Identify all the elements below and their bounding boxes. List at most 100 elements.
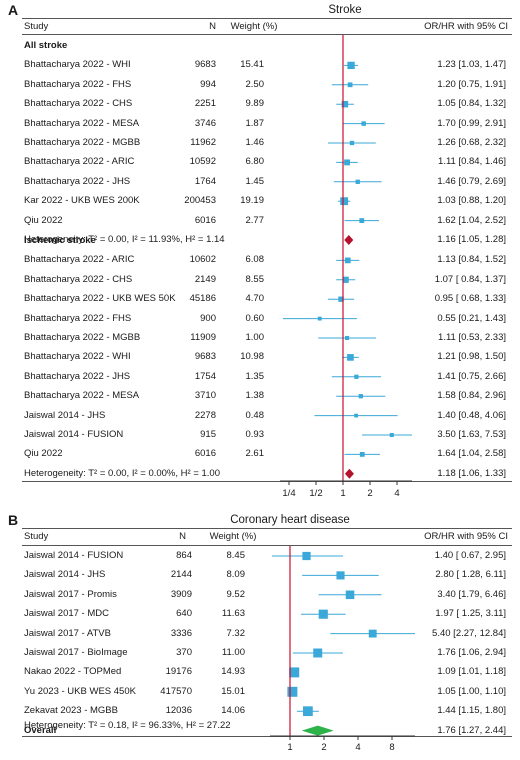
x-axis-tick-label: 4 xyxy=(355,742,361,753)
study-label: Bhattacharya 2022 - FHS xyxy=(24,312,132,324)
study-label: Bhattacharya 2022 - WHI xyxy=(24,59,131,71)
estimate-marker xyxy=(341,100,349,108)
pooled-diamond xyxy=(344,468,354,479)
panel-a-header-n: N xyxy=(209,21,216,32)
sample-size: 370 xyxy=(176,647,192,658)
x-axis-tick-label: 2 xyxy=(367,488,373,499)
estimate-marker xyxy=(354,374,359,379)
effect-ci-text: 1.21 [0.98, 1.50] xyxy=(437,351,506,363)
effect-ci-text: 5.40 [2.27, 12.84] xyxy=(432,627,506,639)
study-label: Yu 2023 - UKB WES 450K xyxy=(24,685,136,697)
effect-ci-text: 1.97 [ 1.25, 3.11] xyxy=(435,608,506,620)
sample-size: 11962 xyxy=(190,137,216,148)
weight-value: 2.77 xyxy=(245,214,265,226)
estimate-marker xyxy=(289,667,300,678)
panel-a-header-study: Study xyxy=(24,21,49,32)
sample-size: 900 xyxy=(200,312,216,324)
study-label: Jaiswal 2014 - FUSION xyxy=(24,429,124,440)
panel-b-top-rule xyxy=(22,528,512,529)
study-label: Bhattacharya 2022 - MGBB xyxy=(24,332,141,343)
study-label: Jaiswal 2014 - FUSION xyxy=(24,550,124,561)
sample-size: 864 xyxy=(176,550,192,561)
effect-ci-text: 0.95 [ 0.68, 1.33] xyxy=(434,293,506,305)
weight-value: 2.50 xyxy=(245,78,265,90)
effect-ci-text: 1.05 [1.00, 1.10] xyxy=(437,685,506,697)
effect-ci-text: 1.44 [1.15, 1.80] xyxy=(437,705,506,717)
pooled-diamond xyxy=(301,725,334,736)
pooled-ci-text: 1.76 [1.27, 2.44] xyxy=(437,724,506,736)
estimate-marker xyxy=(354,413,358,418)
study-label: Kar 2022 - UKB WES 200K xyxy=(24,195,140,207)
weight-value: 19.19 xyxy=(240,195,264,207)
study-label: Jaiswal 2017 - BioImage xyxy=(24,647,128,658)
weight-value: 1.00 xyxy=(245,332,265,343)
panel-b-header-effect: OR/HR with 95% CI xyxy=(424,531,508,542)
sample-size: 640 xyxy=(176,608,192,620)
panel-b-bottom-rule xyxy=(22,736,512,737)
estimate-marker xyxy=(344,257,351,264)
effect-ci-text: 1.46 [0.79, 2.69] xyxy=(437,175,506,187)
effect-ci-text: 1.58 [0.84, 2.96] xyxy=(437,390,506,402)
panel-b-header-study: Study xyxy=(24,531,49,542)
weight-value: 14.06 xyxy=(221,705,245,717)
estimate-marker xyxy=(302,551,311,561)
study-label: Zekavat 2023 - MGBB xyxy=(24,705,118,717)
effect-ci-text: 1.41 [0.75, 2.66] xyxy=(437,370,506,382)
study-label: Bhattacharya 2022 - FHS xyxy=(24,78,132,90)
sample-size: 1764 xyxy=(194,175,216,187)
weight-value: 7.32 xyxy=(226,627,246,639)
sample-size: 2149 xyxy=(194,273,216,285)
study-label: Jaiswal 2017 - ATVB xyxy=(24,627,111,639)
panel-a-header-rule xyxy=(22,34,512,35)
x-axis-tick-label: 1/2 xyxy=(309,488,323,499)
study-label: Bhattacharya 2022 - MGBB xyxy=(24,137,141,148)
panel-b-title: Coronary heart disease xyxy=(230,514,350,526)
sample-size: 11909 xyxy=(190,332,216,343)
study-label: Bhattacharya 2022 - ARIC xyxy=(24,156,135,168)
panel-a-header-effect: OR/HR with 95% CI xyxy=(424,21,508,32)
sample-size: 2251 xyxy=(194,98,216,110)
effect-ci-text: 1.07 [ 0.84, 1.37] xyxy=(434,273,506,285)
effect-ci-text: 1.03 [0.88, 1.20] xyxy=(437,195,506,207)
estimate-marker xyxy=(313,648,323,658)
weight-value: 1.46 xyxy=(245,137,265,148)
estimate-marker xyxy=(359,452,365,457)
effect-ci-text: 3.40 [1.79, 6.46] xyxy=(437,588,506,600)
weight-value: 9.52 xyxy=(226,588,246,600)
sample-size: 9683 xyxy=(194,351,216,363)
estimate-marker xyxy=(347,61,355,70)
effect-ci-text: 1.23 [1.03, 1.47] xyxy=(437,59,506,71)
estimate-marker xyxy=(317,316,322,321)
study-label: Bhattacharya 2022 - UKB WES 50K xyxy=(24,293,176,305)
x-axis-tick-label: 4 xyxy=(394,488,400,499)
weight-value: 0.60 xyxy=(245,312,265,324)
study-label: Bhattacharya 2022 - MESA xyxy=(24,117,140,129)
study-label: Jaiswal 2014 - JHS xyxy=(24,569,106,581)
weight-value: 0.48 xyxy=(245,409,265,421)
sample-size: 6016 xyxy=(194,214,216,226)
sample-size: 3746 xyxy=(194,117,216,129)
effect-ci-text: 1.26 [0.68, 2.32] xyxy=(437,137,506,148)
weight-value: 1.87 xyxy=(245,117,265,129)
effect-ci-text: 1.64 [1.04, 2.58] xyxy=(437,448,506,460)
effect-ci-text: 1.70 [0.99, 2.91] xyxy=(437,117,506,129)
weight-value: 8.45 xyxy=(226,550,246,561)
sample-size: 3909 xyxy=(170,588,192,600)
sample-size: 10602 xyxy=(189,254,216,266)
sample-size: 1754 xyxy=(194,370,216,382)
weight-value: 11.00 xyxy=(221,647,245,658)
estimate-marker xyxy=(318,609,328,619)
weight-value: 1.38 xyxy=(245,390,265,402)
sample-size: 417570 xyxy=(160,685,192,697)
sample-size: 994 xyxy=(200,78,216,90)
estimate-marker xyxy=(347,82,353,88)
sample-size: 915 xyxy=(200,429,216,440)
effect-ci-text: 1.05 [0.84, 1.32] xyxy=(437,98,506,110)
panel-a-top-rule xyxy=(22,18,512,19)
sample-size: 2144 xyxy=(170,569,192,581)
estimate-marker xyxy=(345,590,355,600)
effect-ci-text: 1.40 [0.48, 4.06] xyxy=(437,409,506,421)
weight-value: 8.55 xyxy=(245,273,265,285)
heterogeneity-label: Heterogeneity: T² = 0.00, I² = 0.00%, H²… xyxy=(24,467,221,479)
estimate-marker xyxy=(342,276,349,283)
